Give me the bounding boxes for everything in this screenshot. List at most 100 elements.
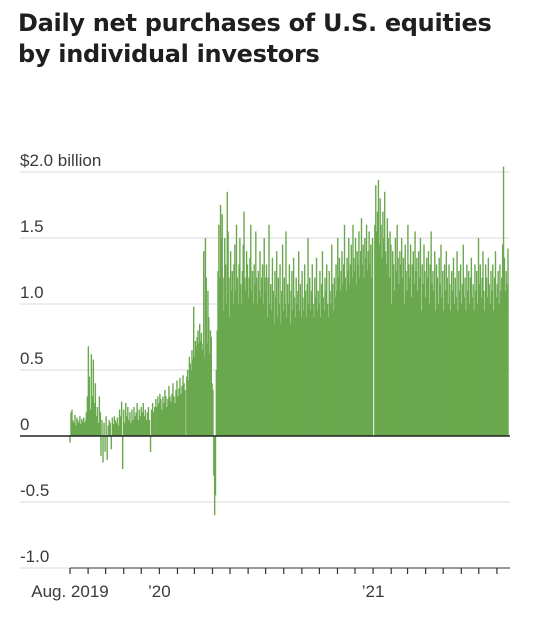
- bar: [354, 238, 357, 436]
- bar: [238, 264, 240, 436]
- bar: [338, 257, 341, 436]
- bar: [429, 264, 431, 436]
- bar: [331, 284, 334, 436]
- bar: [191, 350, 193, 436]
- bar: [491, 290, 493, 436]
- bar: [397, 257, 399, 436]
- bar: [291, 271, 293, 436]
- bar: [88, 376, 91, 436]
- bar: [184, 389, 186, 436]
- bar: [259, 251, 261, 436]
- bar: [488, 284, 490, 436]
- bar: [433, 290, 435, 436]
- bar: [321, 251, 324, 436]
- bar: [157, 396, 159, 436]
- bar: [483, 290, 485, 436]
- bar: [466, 264, 468, 436]
- bar: [375, 185, 377, 436]
- bar: [500, 290, 502, 436]
- bar: [126, 416, 128, 436]
- bar: [302, 297, 304, 436]
- bar: [224, 264, 227, 436]
- bar: [340, 271, 342, 436]
- bar: [249, 257, 251, 436]
- bar: [120, 401, 123, 436]
- bar: [85, 412, 88, 436]
- bar: [247, 297, 249, 436]
- bar: [219, 205, 222, 436]
- bar: [133, 406, 135, 436]
- bar: [297, 290, 299, 436]
- bar: [261, 277, 263, 436]
- bar: [299, 284, 302, 436]
- bar: [326, 304, 329, 436]
- bar: [96, 406, 99, 436]
- bar: [243, 211, 245, 436]
- bar: [292, 257, 295, 436]
- bar: [188, 356, 191, 436]
- bar: [367, 251, 369, 436]
- bar: [124, 422, 126, 436]
- bar: [452, 257, 455, 436]
- bar: [164, 389, 166, 436]
- bar: [234, 290, 237, 436]
- bar: [459, 290, 461, 436]
- bar: [352, 224, 354, 436]
- bar: [81, 418, 83, 436]
- bar: [507, 248, 509, 436]
- bar: [480, 297, 482, 436]
- bar: [250, 290, 253, 436]
- bar: [313, 317, 315, 436]
- bar: [375, 231, 378, 436]
- bar: [198, 343, 200, 436]
- bar: [351, 277, 353, 436]
- bar: [330, 304, 332, 436]
- bar: [463, 297, 465, 436]
- bar: [408, 264, 410, 436]
- bar: [76, 417, 78, 436]
- bar: [345, 290, 347, 436]
- bar: [159, 393, 161, 436]
- bar: [195, 346, 197, 436]
- bar: [386, 218, 389, 436]
- bar: [277, 277, 280, 436]
- bar: [361, 264, 364, 436]
- bar: [349, 264, 352, 436]
- bar: [324, 277, 326, 436]
- bar: [79, 416, 81, 436]
- bar: [298, 251, 300, 436]
- bar: [319, 271, 321, 436]
- bar: [341, 251, 343, 436]
- bar: [122, 409, 125, 436]
- bar: [193, 356, 196, 436]
- bar: [264, 290, 267, 436]
- bar: [112, 424, 115, 436]
- bar: [169, 396, 171, 436]
- bar: [181, 385, 183, 436]
- bar: [396, 224, 398, 436]
- bar: [72, 420, 74, 436]
- bar: [497, 271, 499, 436]
- bar: [382, 211, 384, 436]
- bar: [224, 238, 226, 436]
- bar: [333, 277, 336, 436]
- bar: [479, 264, 481, 436]
- bar: [405, 271, 407, 436]
- bar: [217, 271, 219, 436]
- bar: [414, 231, 416, 436]
- bar: [303, 310, 305, 436]
- bar: [445, 251, 448, 436]
- bar: [256, 304, 259, 436]
- bar: [438, 257, 440, 436]
- bar: [183, 383, 185, 436]
- bar: [342, 284, 344, 436]
- bar: [254, 284, 256, 436]
- bar: [240, 304, 243, 436]
- bar: [413, 284, 415, 436]
- bar: [331, 244, 333, 436]
- bar: [216, 330, 218, 436]
- bar: [506, 284, 508, 436]
- bar: [116, 417, 119, 436]
- bar: [220, 238, 223, 436]
